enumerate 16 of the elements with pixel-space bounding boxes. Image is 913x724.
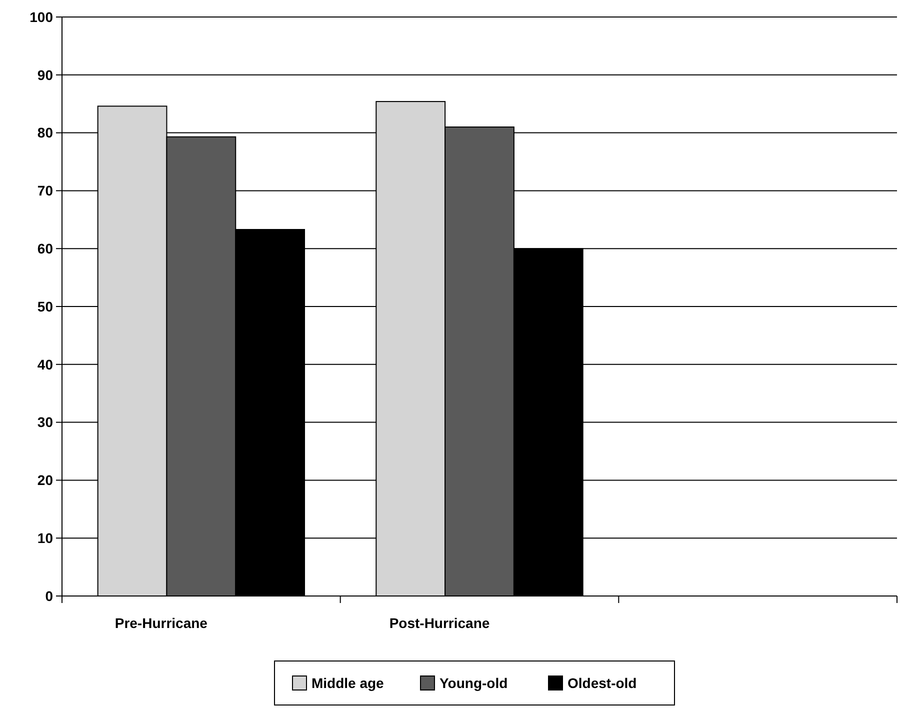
y-tick-label: 90 [37,66,54,83]
y-tick-label: 20 [37,472,54,488]
y-tick-label: 60 [37,240,54,256]
legend-label: Young-old [440,674,508,691]
y-tick-label: 80 [37,124,54,141]
x-tick-label: Post-Hurricane [389,615,490,631]
y-tick-label: 70 [37,182,54,199]
legend-label: Oldest-old [568,674,637,691]
legend-label: Middle age [312,674,384,691]
y-tick-label: 10 [37,530,54,546]
y-tick-label: 40 [37,356,54,372]
y-tick-label: 0 [45,588,54,604]
x-tick-label: Pre-Hurricane [114,615,208,631]
y-tick-label: 50 [37,298,54,314]
y-tick-label: 30 [37,414,54,430]
y-tick-label: 100 [30,8,54,25]
